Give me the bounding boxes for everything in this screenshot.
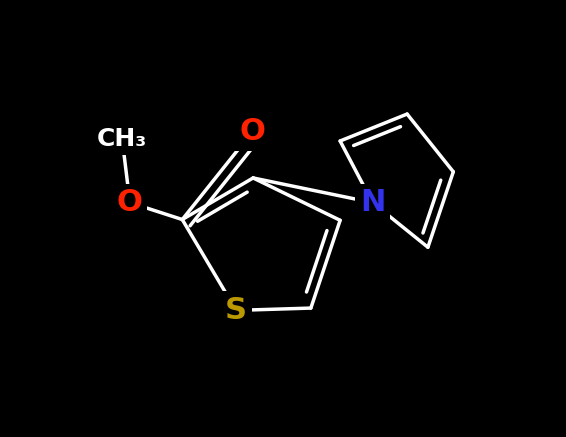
Text: O: O <box>117 188 143 217</box>
Text: S: S <box>225 296 247 325</box>
Text: N: N <box>360 188 385 217</box>
Text: O: O <box>239 117 265 146</box>
Text: CH₃: CH₃ <box>97 128 147 152</box>
